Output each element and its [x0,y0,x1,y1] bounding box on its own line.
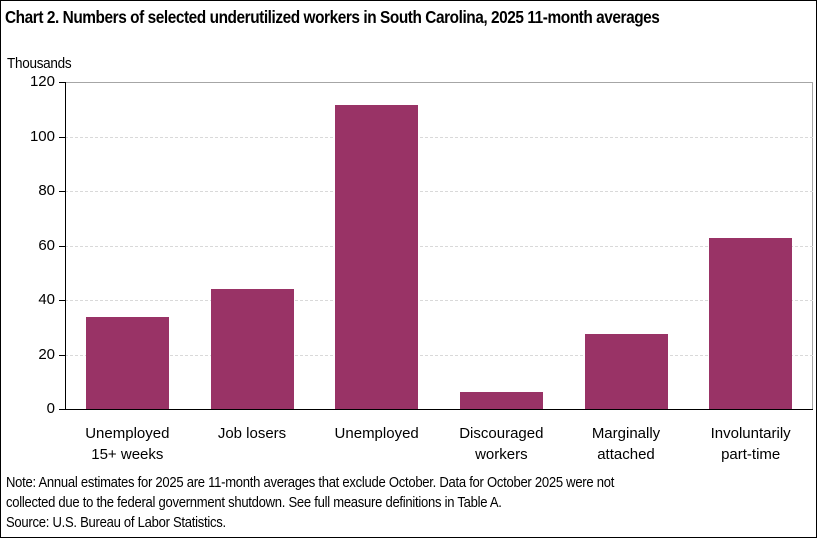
x-tick-label: Unemployed 15+ weeks [62,423,192,465]
bar [85,316,169,409]
note-line-2: collected due to the federal government … [6,495,502,511]
x-label-line: Marginally [591,425,661,442]
bar [709,237,793,409]
chart-note: Note: Annual estimates for 2025 are 11-m… [6,473,614,533]
x-label-line: Discouraged [459,425,544,442]
x-label-line: 15+ weeks [91,446,164,463]
gridline [65,245,813,247]
y-tick-label: 80 [38,182,55,199]
x-axis-line [65,409,813,410]
chart-title: Chart 2. Numbers of selected underutiliz… [5,7,660,27]
y-tick-label: 120 [29,73,55,90]
x-tick-label: Marginally attached [561,423,691,465]
source-line: Source: U.S. Bureau of Labor Statistics. [6,515,226,531]
y-tick-mark [59,136,65,138]
bar [459,392,543,409]
note-line-1: Note: Annual estimates for 2025 are 11-m… [6,475,615,491]
x-tick-label: Discouraged workers [436,423,566,465]
x-label-line: Involuntarily [710,425,791,442]
y-tick-mark [59,245,65,247]
y-tick-mark [59,191,65,192]
bar [584,334,668,409]
bar [210,289,294,409]
gridline [65,191,813,192]
x-label-line: Unemployed [85,425,170,442]
x-label-line: attached [597,446,655,463]
y-tick-label: 40 [38,291,55,308]
y-tick-mark [59,82,65,83]
bar [335,104,419,409]
y-tick-mark [59,409,65,410]
gridline [65,136,813,138]
y-axis-unit-label: Thousands [7,55,72,72]
y-tick-label: 20 [38,345,55,363]
x-label-line: Job losers [217,425,287,442]
y-tick-label: 0 [46,400,55,417]
y-tick-mark [59,300,65,301]
x-label-line: Unemployed [334,425,419,442]
x-tick-label: Job losers [187,423,317,444]
y-tick-mark [59,354,65,356]
x-tick-label: Involuntarily part-time [686,423,816,465]
y-tick-label: 100 [29,127,55,145]
y-tick-label: 60 [38,236,55,254]
x-label-line: workers [475,446,528,463]
gridline [65,300,813,301]
gridline [65,354,813,356]
x-tick-label: Unemployed [312,423,442,444]
plot-area: 0 20 40 60 80 100 120 [30,73,813,417]
y-axis-line [65,82,66,409]
x-label-line: part-time [721,446,781,463]
